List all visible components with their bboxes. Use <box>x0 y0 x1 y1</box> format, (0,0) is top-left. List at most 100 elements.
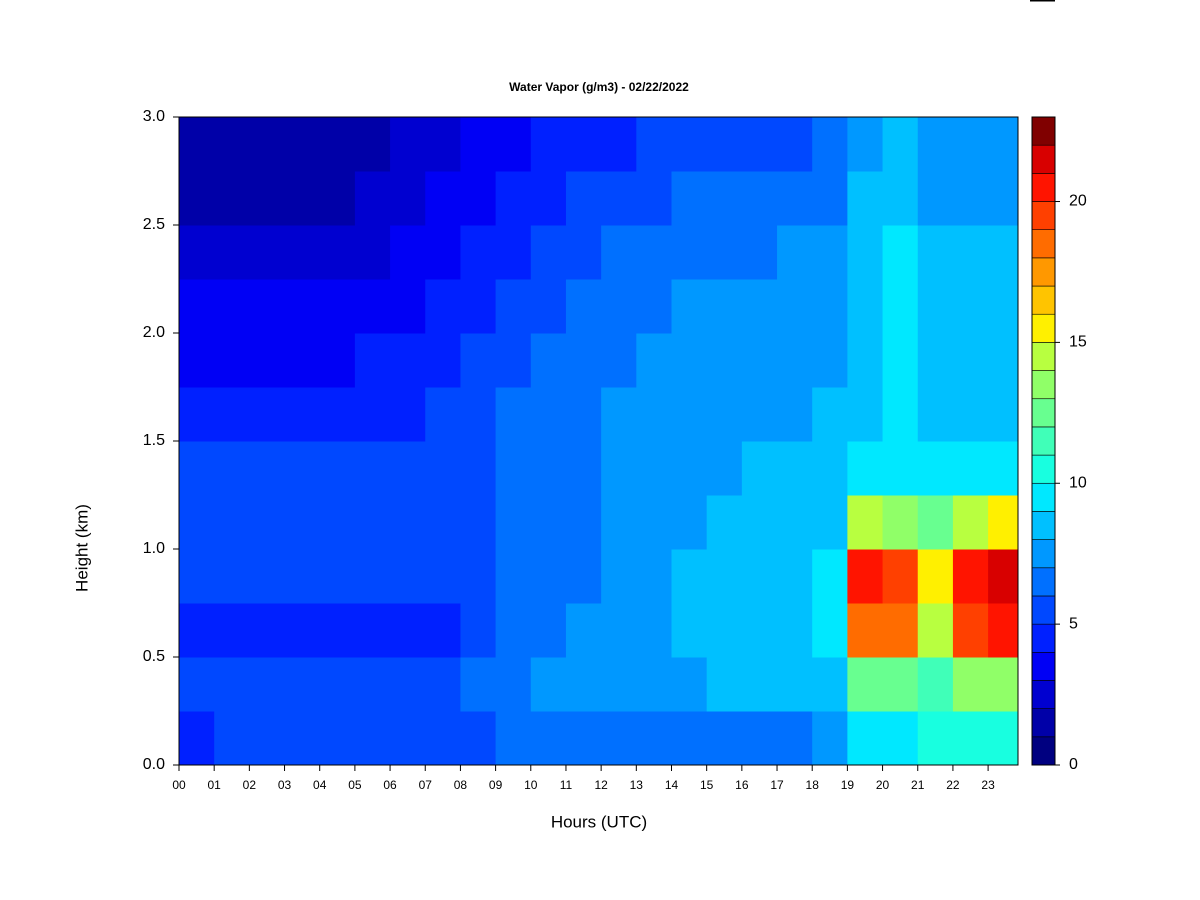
heatmap-cell <box>601 333 637 388</box>
heatmap-cell <box>812 117 848 172</box>
heatmap-cell <box>179 171 215 226</box>
heatmap-cell <box>179 711 215 766</box>
y-tick-label: 2.5 <box>143 216 165 233</box>
heatmap-cell <box>530 549 567 604</box>
heatmap-cell <box>495 441 532 496</box>
heatmap-cell <box>882 171 919 226</box>
heatmap-cell <box>706 657 743 712</box>
heatmap-cell <box>284 171 321 226</box>
colorbar-band <box>1031 708 1056 738</box>
colorbar-band <box>1031 454 1056 484</box>
heatmap-cell <box>460 117 497 172</box>
heatmap-cell <box>495 279 532 334</box>
heatmap-cell <box>671 387 708 442</box>
x-tick-label: 14 <box>665 778 679 792</box>
heatmap-cell <box>214 333 250 388</box>
heatmap-cell <box>777 549 813 604</box>
heatmap-cell <box>988 549 1019 604</box>
x-tick-label: 17 <box>770 778 784 792</box>
heatmap-cell <box>706 441 743 496</box>
heatmap-cell <box>354 603 391 658</box>
heatmap-cell <box>741 549 778 604</box>
heatmap-cell <box>952 495 989 550</box>
heatmap-cell <box>812 657 848 712</box>
heatmap-cell <box>460 549 497 604</box>
heatmap-cell <box>460 711 497 766</box>
heatmap-cell <box>390 495 426 550</box>
heatmap-cell <box>882 603 919 658</box>
heatmap-cell <box>460 495 497 550</box>
heatmap-cell <box>214 603 250 658</box>
heatmap-cell <box>847 495 884 550</box>
heatmap-cell <box>601 387 637 442</box>
heatmap-cell <box>249 603 286 658</box>
heatmap-cell <box>425 495 461 550</box>
heatmap-cell <box>214 711 250 766</box>
axes: 00 01 02 03 04 05 06 07 08 09 10 11 12 13 14 15 16 17 18 19… <box>143 108 1019 792</box>
colorbar-band <box>1031 652 1056 681</box>
heatmap-cell <box>777 279 813 334</box>
colorbar-tick-label: 20 <box>1069 193 1087 210</box>
x-tick-label: 09 <box>489 778 503 792</box>
heatmap-cell <box>847 711 884 766</box>
heatmap-cell <box>741 603 778 658</box>
heatmap-cell <box>249 225 286 280</box>
heatmap-cell <box>390 549 426 604</box>
heatmap-cell <box>390 171 426 226</box>
heatmap-cell <box>425 549 461 604</box>
heatmap-cell <box>671 549 708 604</box>
heatmap-cell <box>425 657 461 712</box>
heatmap-cell <box>917 225 954 280</box>
colorbar-band <box>1031 680 1056 709</box>
heatmap-cell <box>952 441 989 496</box>
heatmap-cell <box>706 495 743 550</box>
heatmap <box>179 117 1019 766</box>
heatmap-cell <box>671 657 708 712</box>
colorbar-band <box>1031 342 1056 371</box>
heatmap-cell <box>495 657 532 712</box>
heatmap-cell <box>214 549 250 604</box>
heatmap-cell <box>988 603 1019 658</box>
heatmap-cell <box>354 279 391 334</box>
heatmap-cell <box>249 711 286 766</box>
heatmap-cell <box>847 387 884 442</box>
heatmap-cell <box>214 495 250 550</box>
heatmap-cell <box>319 711 356 766</box>
heatmap-cell <box>882 117 919 172</box>
heatmap-cell <box>354 657 391 712</box>
heatmap-cell <box>284 711 321 766</box>
heatmap-cell <box>319 441 356 496</box>
heatmap-cell <box>495 117 532 172</box>
heatmap-cell <box>741 117 778 172</box>
heatmap-cell <box>284 441 321 496</box>
heatmap-cell <box>636 225 672 280</box>
heatmap-cell <box>319 603 356 658</box>
heatmap-cell <box>847 657 884 712</box>
heatmap-cell <box>530 495 567 550</box>
heatmap-cell <box>425 333 461 388</box>
heatmap-cell <box>777 387 813 442</box>
colorbar-band <box>1031 229 1056 259</box>
heatmap-cell <box>812 279 848 334</box>
heatmap-cell <box>741 333 778 388</box>
heatmap-cell <box>812 441 848 496</box>
heatmap-cell <box>636 711 672 766</box>
colorbar-band <box>1031 201 1056 230</box>
heatmap-cell <box>812 603 848 658</box>
heatmap-cell <box>495 549 532 604</box>
heatmap-cell <box>565 549 602 604</box>
x-tick-label: 03 <box>278 778 292 792</box>
heatmap-cell <box>741 711 778 766</box>
y-axis-label: Height (km) <box>72 504 91 592</box>
x-tick-label: 07 <box>419 778 433 792</box>
heatmap-cell <box>565 171 602 226</box>
colorbar-band <box>1031 595 1056 625</box>
heatmap-cell <box>601 279 637 334</box>
heatmap-cell <box>636 171 672 226</box>
heatmap-cell <box>917 387 954 442</box>
heatmap-cell <box>706 549 743 604</box>
x-axis-label: Hours (UTC) <box>551 812 647 831</box>
heatmap-cell <box>354 711 391 766</box>
